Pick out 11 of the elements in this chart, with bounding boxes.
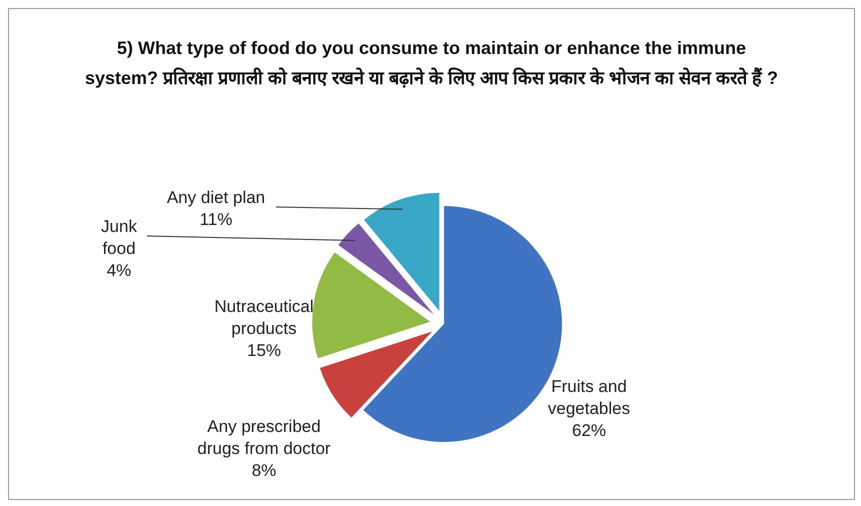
slice-label: Fruits and vegetables [548,377,630,418]
data-label: 62% [572,421,606,440]
slice-label: Any prescribed drugs from doctor [197,417,331,458]
slice-label: Junk food [101,217,138,258]
chart-title: 5) What type of food do you consume to maintain or enhance the immune system? प्रतिरक्षा प्रणाली को बनाए रखने या बढ़ाने के लिए आप किस प्रकार के भोजन का सेवन करते हैं ? [84,37,780,90]
slice-label: Nutraceutical products [214,297,314,338]
data-label: 8% [252,461,276,480]
data-label: 11% [200,210,232,229]
data-label: 15% [246,341,282,360]
slice-label: Any diet plan [166,188,266,207]
data-label: 4% [106,261,132,280]
